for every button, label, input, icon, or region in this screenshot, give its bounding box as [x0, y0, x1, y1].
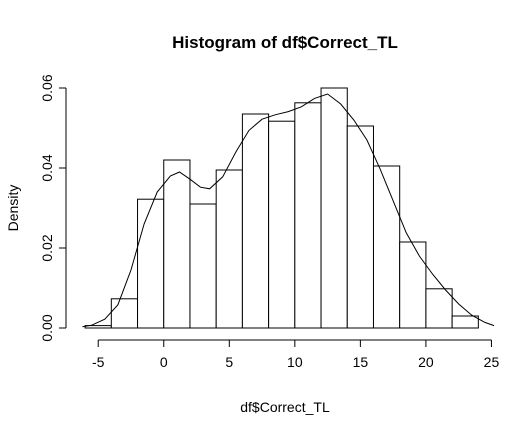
density-curve [82, 93, 495, 328]
x-tick-label: 5 [225, 354, 233, 370]
histogram-bar-5 [189, 203, 217, 329]
x-tick-label: 15 [353, 354, 369, 370]
x-tick-label: 20 [418, 354, 434, 370]
x-axis: -5 0 5 10 15 20 25 [92, 339, 500, 370]
histogram-bars [84, 87, 479, 329]
histogram-bar-6 [215, 169, 243, 329]
x-tick-label: 0 [160, 354, 168, 370]
histogram-bar-11 [346, 125, 374, 329]
histogram-bar-12 [372, 165, 401, 329]
y-axis: 0.00 0.02 0.04 0.06 [39, 74, 67, 342]
histogram-bar-7 [241, 113, 270, 329]
x-tick-label: -5 [92, 354, 105, 370]
y-tick-label: 0.00 [39, 314, 55, 341]
histogram-bar-10 [320, 87, 348, 329]
y-tick-label: 0.06 [39, 74, 55, 101]
chart-title: Histogram of df$Correct_TL [172, 33, 398, 52]
histogram-bar-13 [399, 241, 427, 329]
histogram-bar-2 [110, 298, 139, 329]
histogram-bar-4 [163, 159, 191, 329]
histogram-bar-9 [294, 102, 322, 329]
histogram-bar-15 [451, 315, 479, 329]
histogram-bar-8 [268, 120, 296, 329]
y-axis-label: Density [5, 185, 21, 232]
x-tick-label: 10 [287, 354, 303, 370]
x-tick-label: 25 [484, 354, 500, 370]
x-axis-label: df$Correct_TL [240, 399, 330, 415]
y-tick-label: 0.02 [39, 234, 55, 261]
y-tick-label: 0.04 [39, 154, 55, 181]
histogram-bar-14 [425, 288, 453, 329]
density-curve-group [82, 93, 495, 328]
histogram-bar-3 [137, 198, 165, 329]
